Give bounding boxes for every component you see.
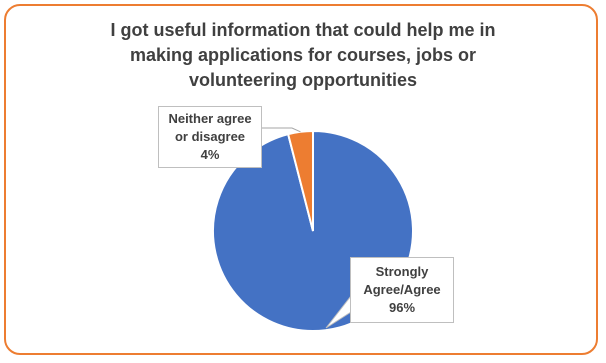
chart-title: I got useful information that could help… (40, 18, 566, 93)
chart-title-line-3: volunteering opportunities (189, 70, 417, 90)
data-label-neither: Neither agree or disagree 4% (158, 106, 262, 168)
data-label-neither-value: 4% (200, 147, 220, 162)
data-label-neither-line-1: Neither agree (168, 111, 252, 126)
data-label-agree-line-2: Agree/Agree (363, 282, 441, 297)
data-label-agree-line-1: Strongly (375, 264, 429, 279)
data-label-neither-line-2: or disagree (174, 129, 246, 144)
pie-slice-neither (286, 129, 314, 232)
data-label-agree-value: 96% (388, 300, 416, 315)
chart-title-line-2: making applications for courses, jobs or (129, 45, 477, 65)
leader-line-neither (262, 127, 301, 133)
chart-title-line-1: I got useful information that could help… (110, 20, 496, 40)
data-label-agree: Strongly Agree/Agree 96% (350, 257, 454, 323)
